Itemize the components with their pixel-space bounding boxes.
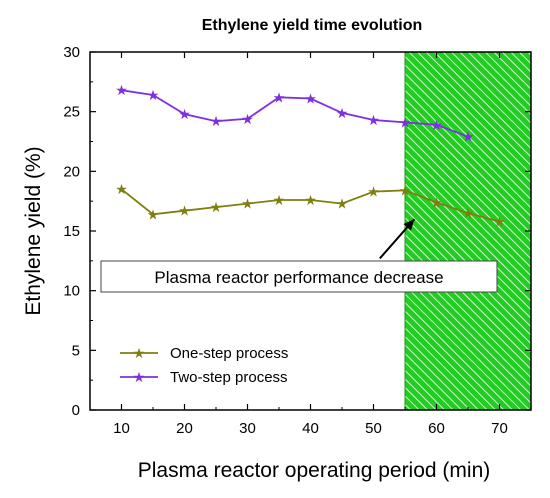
data-point-1: ★ — [241, 112, 254, 128]
data-point-1: ★ — [273, 90, 286, 106]
data-point-1: ★ — [304, 92, 317, 108]
annotation-arrow-head — [403, 219, 415, 231]
data-point-0: ★ — [210, 200, 223, 216]
data-point-1: ★ — [367, 113, 380, 129]
data-point-0: ★ — [304, 193, 317, 209]
data-point-1: ★ — [336, 106, 349, 122]
data-point-1: ★ — [115, 83, 128, 99]
y-tick-label: 30 — [63, 44, 80, 61]
data-point-0: ★ — [336, 197, 349, 213]
annotation-text: Plasma reactor performance decrease — [154, 268, 443, 287]
data-point-0: ★ — [115, 182, 128, 198]
data-point-1: ★ — [210, 114, 223, 130]
x-tick-label: 70 — [491, 420, 508, 437]
x-tick-label: 10 — [113, 420, 130, 437]
x-axis-label: Plasma reactor operating period (min) — [138, 459, 491, 482]
y-tick-label: 20 — [63, 163, 80, 180]
data-point-1: ★ — [399, 115, 412, 131]
legend-label-one-step: One-step process — [170, 345, 288, 362]
y-tick-label: 5 — [72, 342, 80, 359]
series-line-1 — [121, 89, 469, 138]
y-tick-label: 0 — [72, 402, 80, 419]
data-point-0: ★ — [178, 204, 191, 220]
y-tick-label: 15 — [63, 223, 80, 240]
data-point-0: ★ — [462, 206, 475, 222]
x-tick-label: 50 — [365, 420, 382, 437]
chart-title: Ethylene yield time evolution — [202, 17, 423, 34]
x-tick-label: 30 — [239, 420, 256, 437]
legend-label-two-step: Two-step process — [170, 369, 288, 386]
legend: ★ One-step process ★ Two-step process — [120, 345, 288, 386]
annotation-box — [100, 260, 498, 293]
data-point-1: ★ — [430, 118, 443, 134]
data-point-1: ★ — [147, 88, 160, 104]
data-point-0: ★ — [430, 195, 443, 211]
legend-marker-one-step: ★ — [133, 346, 146, 362]
y-tick-label: 25 — [63, 104, 80, 121]
data-point-0: ★ — [367, 185, 380, 201]
x-tick-label: 60 — [428, 420, 445, 437]
x-tick-label: 40 — [302, 420, 319, 437]
y-axis-label: Ethylene yield (%) — [22, 146, 45, 315]
data-point-0: ★ — [241, 197, 254, 213]
legend-marker-two-step: ★ — [133, 370, 146, 386]
data-point-0: ★ — [147, 207, 160, 223]
data-point-0: ★ — [273, 193, 286, 209]
data-point-1: ★ — [462, 130, 475, 146]
data-point-1: ★ — [178, 107, 191, 123]
shaded-region — [405, 52, 531, 410]
data-point-0: ★ — [399, 183, 412, 199]
y-tick-label: 10 — [63, 283, 80, 300]
data-point-0: ★ — [493, 214, 506, 230]
series-line-0 — [120, 188, 500, 223]
x-tick-label: 20 — [176, 420, 193, 437]
